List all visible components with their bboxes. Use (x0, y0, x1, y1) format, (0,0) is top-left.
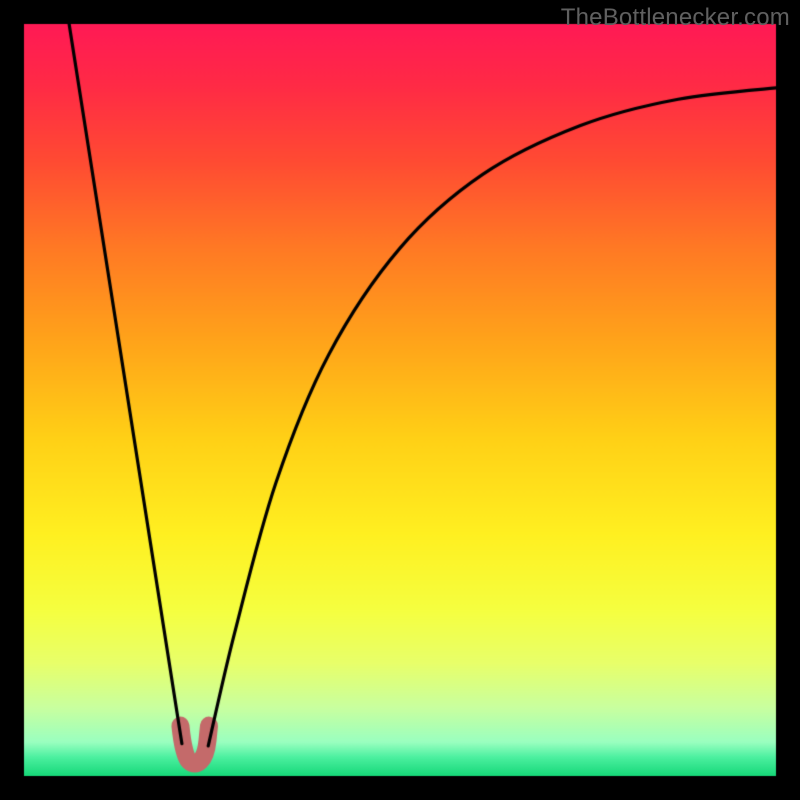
chart-container: TheBottlenecker.com (0, 0, 800, 800)
bottleneck-curve-chart (0, 0, 800, 800)
